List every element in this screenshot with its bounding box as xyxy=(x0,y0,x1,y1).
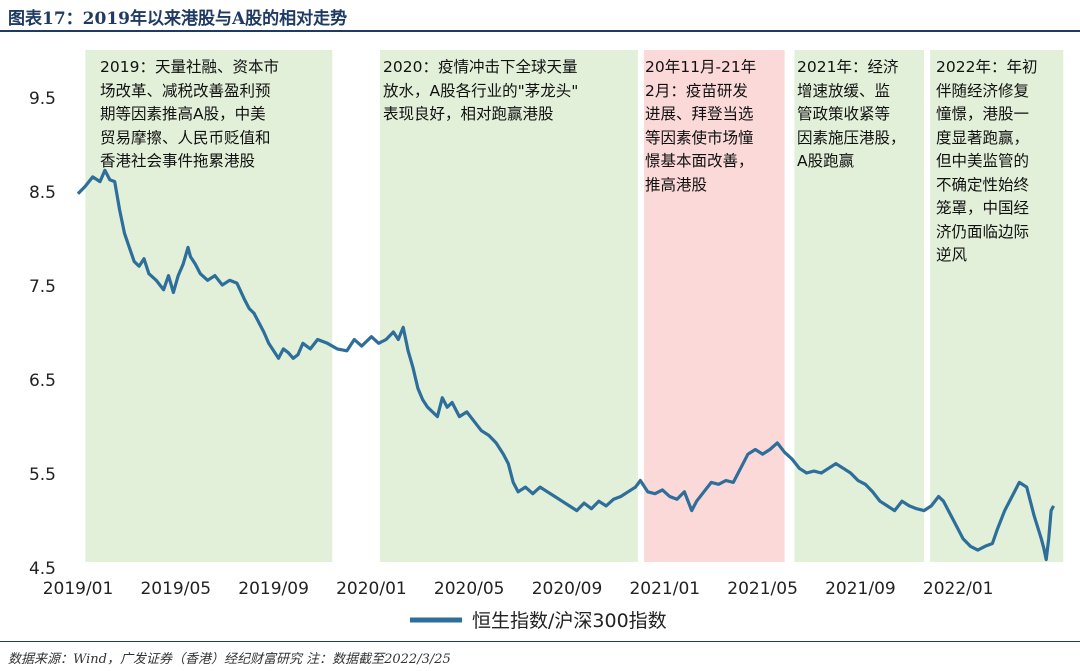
title-rule xyxy=(0,30,1080,32)
source-note: 数据来源：Wind，广发证券（香港）经纪财富研究 注：数据截至2022/3/25 xyxy=(8,652,451,667)
x-tick-label: 2020/01 xyxy=(336,579,407,599)
x-tick-label: 2022/01 xyxy=(923,579,994,599)
x-tick-label: 2021/09 xyxy=(825,579,896,599)
x-tick-label: 2019/05 xyxy=(140,579,211,599)
y-axis: 9.5 8.5 7.5 6.5 5.5 4.5 xyxy=(29,89,56,579)
figure-title: 图表17：2019年以来港股与A股的相对走势 xyxy=(8,9,348,29)
x-axis: 2019/01 2019/05 2019/09 2020/01 2020/05 2020/… xyxy=(43,579,994,599)
series-layer xyxy=(76,168,1056,562)
legend-label: 恒生指数/沪深300指数 xyxy=(472,610,667,632)
annotation-2020: 2020：疫情冲击下全球天量 放水，A股各行业的"茅龙头" 表现良好，相对跑赢港… xyxy=(383,58,579,123)
highlight-band-4 xyxy=(930,50,1064,562)
highlight-band-0 xyxy=(85,50,333,562)
highlight-band-3 xyxy=(794,50,924,562)
y-tick-label: 7.5 xyxy=(29,277,56,297)
annotation-2021: 2021年：经济 增速放缓、监 管政策收紧等 因素施压港股， A股跑赢 xyxy=(797,58,906,170)
x-tick-label: 2020/09 xyxy=(532,579,603,599)
annotation-2022: 2022年：年初 伴随经济修复 憧憬，港股一 度显著跑赢， 但中美监管的 不确定… xyxy=(936,58,1038,264)
chart: 9.5 8.5 7.5 6.5 5.5 4.5 2019/01 2019/05 2019/09… xyxy=(29,50,1064,632)
annotation-2019: 2019：天量社融、资本市 场改革、减税改善盈利预 期等因素推高A股，中美 贸易… xyxy=(100,58,279,170)
series-line-0 xyxy=(76,168,1056,562)
highlight-band-2 xyxy=(644,50,785,562)
y-tick-label: 9.5 xyxy=(29,89,56,109)
highlight-bands xyxy=(85,50,1064,562)
y-tick-label: 8.5 xyxy=(29,183,56,203)
y-tick-label: 5.5 xyxy=(29,465,56,485)
footer-rule xyxy=(0,641,1080,642)
x-tick-label: 2021/01 xyxy=(629,579,700,599)
x-tick-label: 2019/09 xyxy=(238,579,309,599)
y-tick-label: 4.5 xyxy=(29,559,56,579)
legend: 恒生指数/沪深300指数 xyxy=(410,610,667,632)
highlight-band-1 xyxy=(379,50,638,562)
annotation-2020b: 20年11月-21年 2月：疫苗研发 进展、拜登当选 等因素使市场憧 憬基本面改… xyxy=(645,58,757,194)
x-tick-label: 2021/05 xyxy=(727,579,798,599)
x-tick-label: 2019/01 xyxy=(43,579,114,599)
y-tick-label: 6.5 xyxy=(29,371,56,391)
x-tick-label: 2020/05 xyxy=(434,579,505,599)
